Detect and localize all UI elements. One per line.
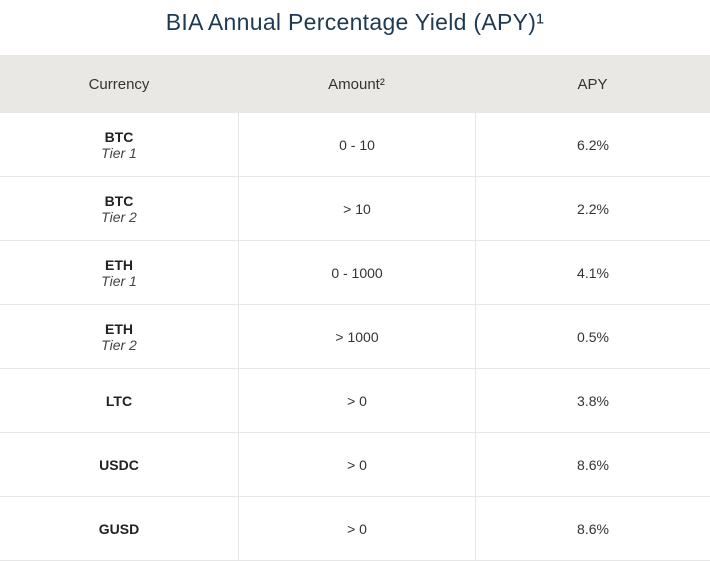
header-cell: APY — [577, 75, 608, 93]
header-cell: Amount² — [328, 75, 385, 93]
amount-cell: 0 - 1000 — [238, 241, 475, 304]
page-title: BIA Annual Percentage Yield (APY)¹ — [165, 9, 545, 35]
apy-cell: 2.2% — [475, 177, 710, 240]
apy-cell: 6.2% — [475, 113, 710, 176]
currency-cell: ETH Tier 1 — [0, 241, 238, 304]
apy-cell: 8.6% — [475, 497, 710, 560]
apy-cell: 0.5% — [475, 305, 710, 368]
currency-cell: BTC Tier 1 — [0, 113, 238, 176]
currency: ETH — [105, 320, 133, 337]
currency: USDC — [99, 456, 139, 473]
currency: BTC — [104, 192, 134, 209]
amount-cell: > 0 — [238, 433, 475, 496]
amount-cell: > 0 — [238, 497, 475, 560]
currency-cell: USDC — [0, 433, 238, 496]
currency: GUSD — [98, 520, 140, 537]
amount-cell: > 1000 — [238, 305, 475, 368]
table-row: ETH Tier 2 > 1000 0.5% — [0, 305, 710, 369]
header-cell: Currency — [88, 75, 150, 93]
header-row: Currency Amount² APY — [0, 55, 710, 113]
currency: ETH — [105, 256, 133, 273]
amount-cell: > 0 — [238, 369, 475, 432]
currency: BTC — [104, 128, 134, 145]
currency-cell: ETH Tier 2 — [0, 305, 238, 368]
tier: Tier 1 — [101, 144, 137, 161]
apy-cell: 4.1% — [475, 241, 710, 304]
tier: Tier 2 — [101, 208, 137, 225]
currency-cell: LTC — [0, 369, 238, 432]
apy-cell: 3.8% — [475, 369, 710, 432]
currency-cell: BTC Tier 2 — [0, 177, 238, 240]
amount-cell: 0 - 10 — [238, 113, 475, 176]
apy-cell: 8.6% — [475, 433, 710, 496]
tier: Tier 1 — [101, 272, 137, 289]
table-row: GUSD > 0 8.6% — [0, 497, 710, 561]
currency-cell: GUSD — [0, 497, 238, 560]
table-row: USDC > 0 8.6% — [0, 433, 710, 497]
currency: LTC — [105, 392, 133, 409]
amount-cell: > 10 — [238, 177, 475, 240]
tier: Tier 2 — [101, 336, 137, 353]
table-row: LTC > 0 3.8% — [0, 369, 710, 433]
table-row: BTC Tier 2 > 10 2.2% — [0, 177, 710, 241]
